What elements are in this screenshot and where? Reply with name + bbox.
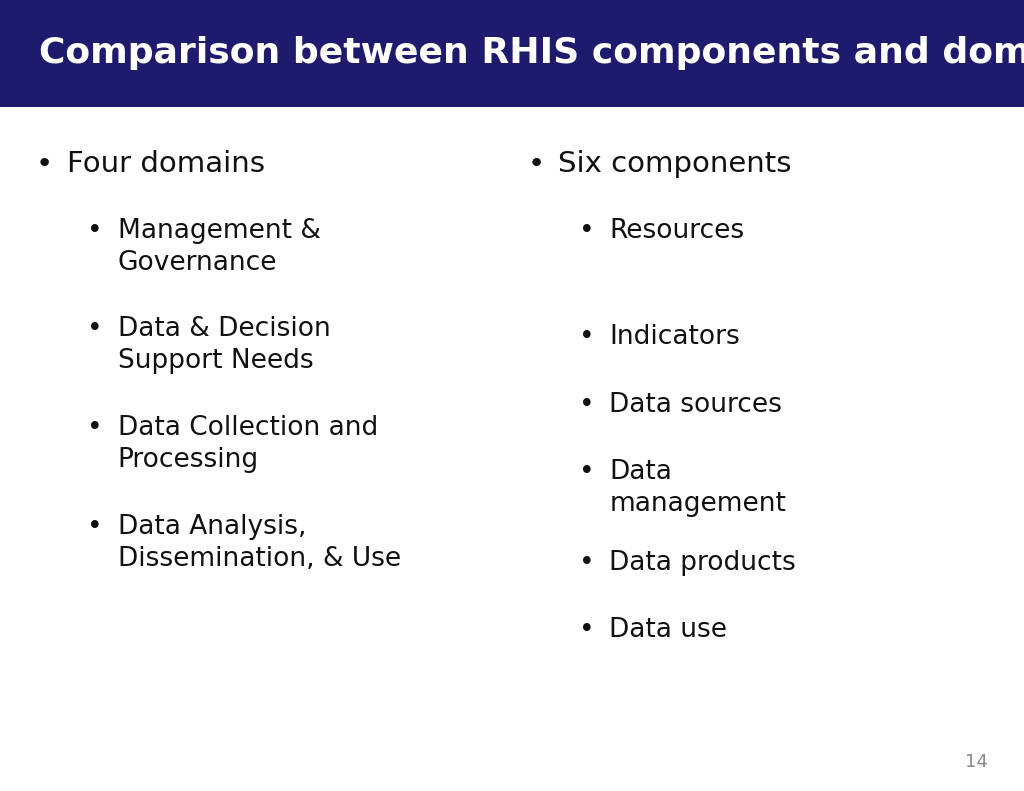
Text: •: • bbox=[87, 415, 102, 441]
Text: Resources: Resources bbox=[609, 218, 744, 244]
Text: Data & Decision
Support Needs: Data & Decision Support Needs bbox=[118, 316, 331, 374]
Text: Data Collection and
Processing: Data Collection and Processing bbox=[118, 415, 378, 473]
Text: •: • bbox=[36, 150, 53, 178]
Text: Comparison between RHIS components and domains: Comparison between RHIS components and d… bbox=[39, 36, 1024, 70]
Text: Indicators: Indicators bbox=[609, 324, 740, 350]
Text: Management &
Governance: Management & Governance bbox=[118, 218, 321, 275]
Text: Six components: Six components bbox=[558, 150, 792, 178]
Text: •: • bbox=[579, 550, 594, 576]
Text: •: • bbox=[87, 316, 102, 343]
Text: Data use: Data use bbox=[609, 617, 727, 643]
Text: Data products: Data products bbox=[609, 550, 796, 576]
Text: Four domains: Four domains bbox=[67, 150, 264, 178]
Text: Data Analysis,
Dissemination, & Use: Data Analysis, Dissemination, & Use bbox=[118, 514, 400, 572]
Text: •: • bbox=[579, 324, 594, 350]
Text: •: • bbox=[579, 392, 594, 418]
Text: Data sources: Data sources bbox=[609, 392, 782, 418]
Text: •: • bbox=[579, 218, 594, 244]
Text: •: • bbox=[87, 514, 102, 540]
Text: 14: 14 bbox=[966, 753, 988, 771]
Text: •: • bbox=[527, 150, 545, 178]
Text: Data
management: Data management bbox=[609, 459, 786, 517]
Bar bbox=[0, 0, 1024, 107]
Text: •: • bbox=[87, 218, 102, 244]
Text: •: • bbox=[579, 617, 594, 643]
Text: •: • bbox=[579, 459, 594, 485]
